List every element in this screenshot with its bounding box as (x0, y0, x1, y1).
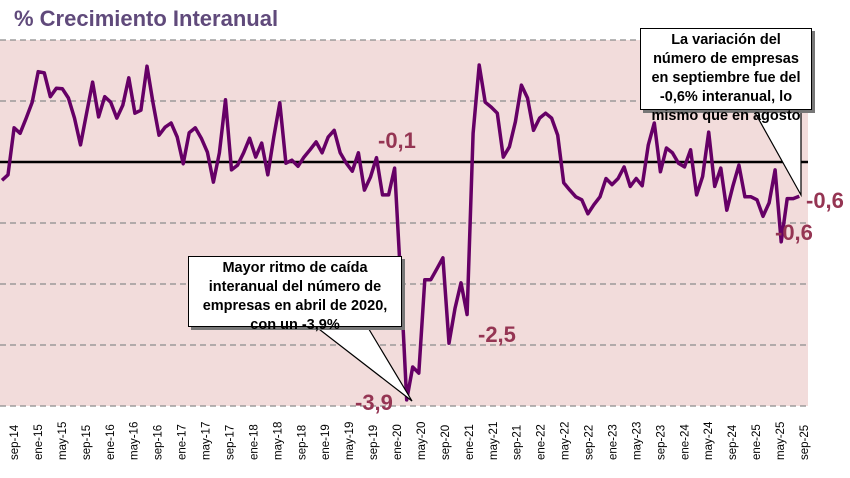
x-tick-label: may-21 (488, 422, 500, 460)
x-tick-label: sep-23 (655, 425, 667, 460)
data-label: -0,1 (378, 128, 416, 153)
x-tick-label: ene-18 (248, 424, 260, 460)
x-tick-label: sep-17 (224, 425, 236, 460)
x-tick-label: may-23 (631, 422, 643, 460)
x-tick-label: ene-25 (751, 424, 763, 460)
chart-title: % Crecimiento Interanual (14, 6, 279, 31)
x-tick-label: sep-22 (584, 425, 596, 460)
annotation-september: La variación del número de empresas en s… (640, 28, 812, 124)
x-tick-label: ene-16 (105, 424, 117, 460)
x-tick-label: sep-21 (512, 425, 524, 460)
x-tick-label: sep-24 (727, 424, 739, 460)
x-tick-label: may-22 (560, 422, 572, 460)
x-tick-label: may-17 (201, 422, 213, 460)
data-label: -0,6 (775, 220, 813, 245)
x-tick-label: may-24 (703, 421, 715, 460)
x-tick-label: ene-23 (607, 424, 619, 460)
x-tick-label: may-25 (775, 422, 787, 460)
x-tick-label: sep-20 (440, 425, 452, 460)
x-tick-label: ene-20 (392, 424, 404, 460)
x-tick-label: may-16 (129, 422, 141, 460)
data-label: -3,9 (355, 390, 393, 415)
data-label: -2,5 (478, 322, 516, 347)
data-label: -0,6 (806, 188, 844, 213)
x-tick-label: sep-19 (368, 425, 380, 460)
x-tick-label: sep-18 (296, 425, 308, 460)
x-tick-label: ene-19 (320, 424, 332, 460)
x-tick-label: sep-15 (81, 425, 93, 460)
x-tick-label: ene-21 (464, 424, 476, 460)
x-tick-label: sep-14 (9, 424, 21, 460)
x-tick-label: ene-15 (33, 424, 45, 460)
annotation-april-2020: Mayor ritmo de caída interanual del núme… (188, 256, 402, 333)
x-tick-label: may-18 (272, 422, 284, 460)
x-tick-label: sep-16 (153, 425, 165, 460)
x-tick-label: sep-25 (799, 425, 811, 460)
x-tick-label: ene-24 (679, 424, 691, 460)
x-tick-label: ene-22 (536, 424, 548, 460)
x-tick-label: may-20 (416, 422, 428, 460)
x-tick-label: may-15 (57, 422, 69, 460)
x-tick-label: may-19 (344, 422, 356, 460)
x-tick-label: ene-17 (177, 424, 189, 460)
